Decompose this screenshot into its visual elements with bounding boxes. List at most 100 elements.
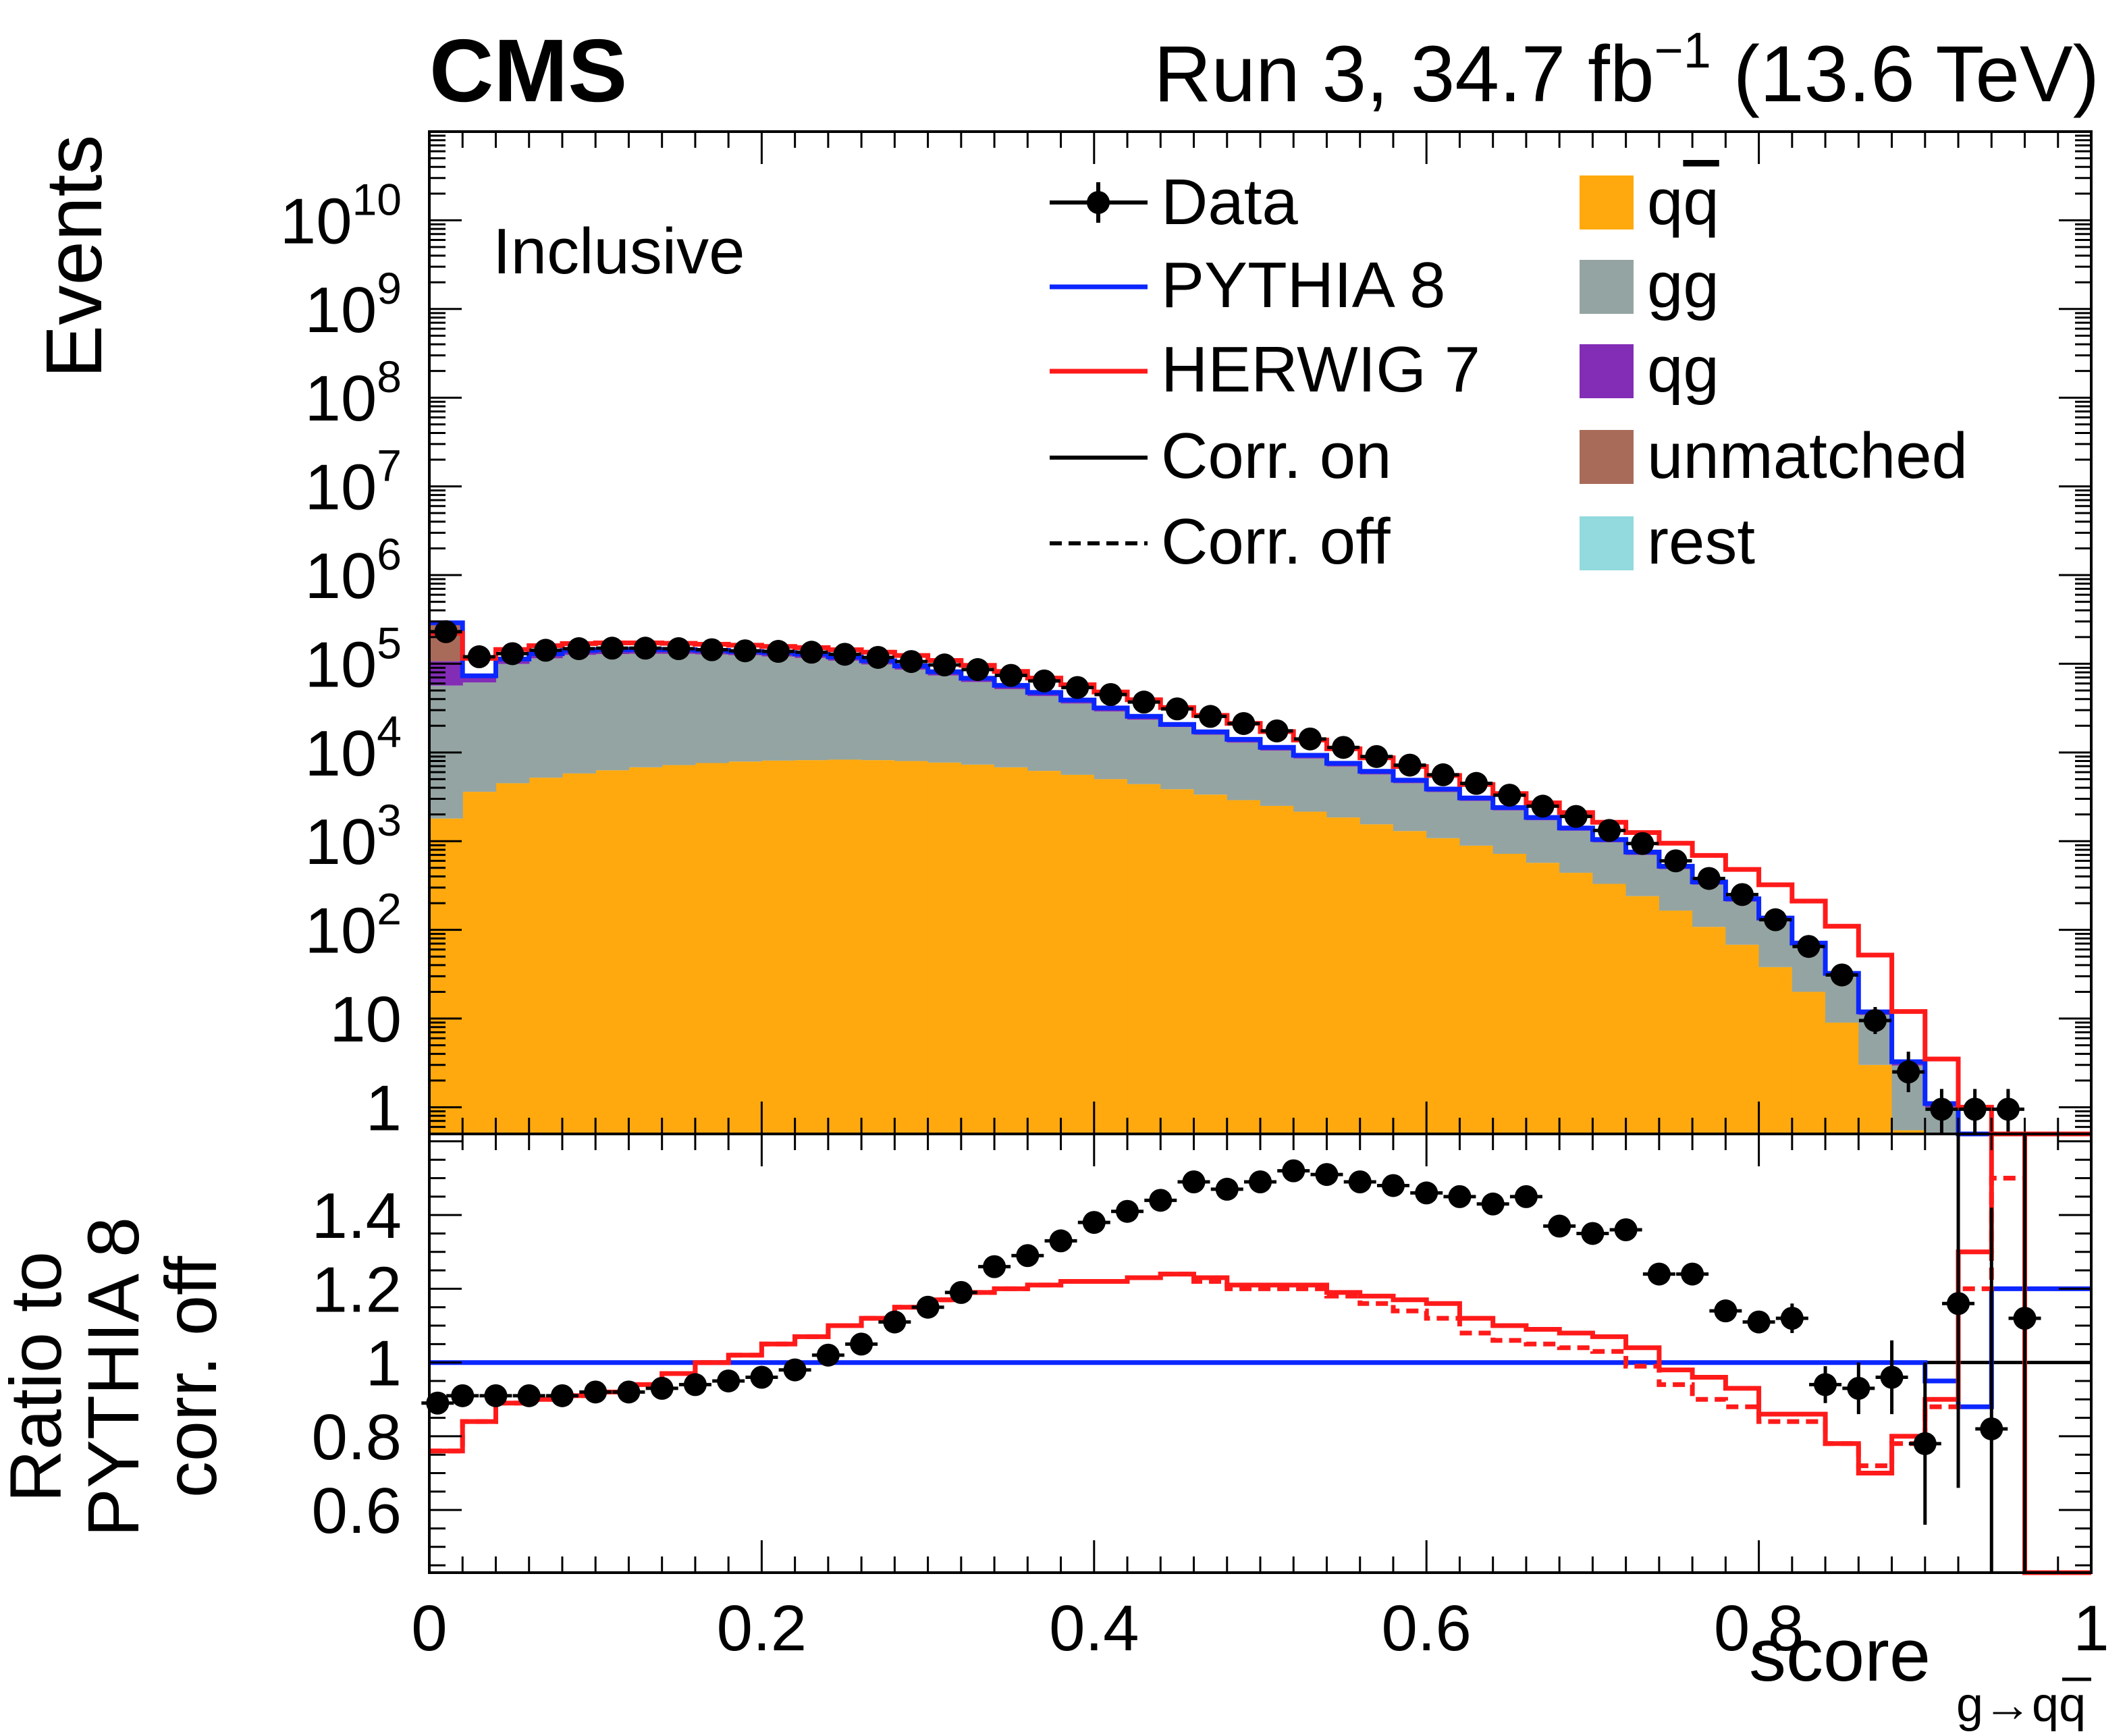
ratio-point-13 <box>845 1332 878 1356</box>
data-marker-44 <box>1897 1060 1920 1084</box>
bar-gg-38 <box>1692 884 1726 927</box>
data-point-21 <box>1127 690 1160 714</box>
ratio-marker-26 <box>1282 1159 1305 1183</box>
upper-y-tick-label-2: 102 <box>305 884 402 967</box>
ratio-marker-3 <box>517 1384 541 1407</box>
ratio-marker-22 <box>1149 1189 1173 1212</box>
data-marker-24 <box>1232 711 1256 735</box>
bar-qqbar-1 <box>462 792 497 1134</box>
data-marker-35 <box>1598 819 1621 842</box>
stack-layer <box>429 622 1959 1134</box>
bar-qqbar-7 <box>662 765 696 1134</box>
category-label: Inclusive <box>493 215 745 288</box>
bar-qqbar-4 <box>562 773 596 1134</box>
data-point-6 <box>629 636 662 660</box>
herwig-total-line <box>429 630 2091 1137</box>
ratio-marker-14 <box>883 1310 907 1334</box>
legend-entry-qg: qg <box>1580 333 1719 406</box>
stack-gg <box>429 653 1959 1134</box>
upper-y-tick-label-4: 104 <box>305 707 402 790</box>
legend-entry-rest: rest <box>1580 506 1755 578</box>
ratio-point-7 <box>645 1376 678 1400</box>
data-marker-6 <box>634 636 657 660</box>
bar-qqbar-22 <box>1160 789 1195 1134</box>
data-marker-0 <box>434 620 458 643</box>
data-point-20 <box>1094 682 1127 706</box>
data-marker-14 <box>899 650 923 674</box>
lower-y-tick-label-1: 0.8 <box>312 1401 402 1473</box>
legend-entry-pythia: PYTHIA 8 <box>1050 249 1446 321</box>
data-point-4 <box>562 637 595 661</box>
data-marker-23 <box>1199 705 1222 728</box>
bar-qqbar-37 <box>1659 911 1693 1134</box>
bar-qqbar-43 <box>1858 1064 1893 1134</box>
data-marker-20 <box>1099 682 1123 706</box>
ratio-marker-7 <box>650 1376 674 1400</box>
upper-y-tick-label-6: 106 <box>305 529 402 612</box>
ratio-point-33 <box>1509 1185 1542 1208</box>
data-point-15 <box>928 653 961 677</box>
ratio-point-25 <box>1244 1170 1276 1194</box>
ratio-point-17 <box>978 1255 1011 1278</box>
data-marker-46 <box>1963 1097 1987 1121</box>
ratio-point-27 <box>1310 1163 1343 1187</box>
bar-gg-32 <box>1492 810 1527 854</box>
x-tick-label-4: 0.8 <box>1714 1592 1804 1664</box>
data-marker-25 <box>1265 719 1289 742</box>
bar-qqbar-15 <box>927 762 962 1134</box>
ratio-marker-10 <box>750 1365 774 1389</box>
legend-entry-gg: gg <box>1580 249 1719 321</box>
ratio-point-11 <box>778 1358 811 1382</box>
data-point-12 <box>828 643 861 666</box>
ratio-marker-5 <box>584 1380 608 1404</box>
data-point-8 <box>695 638 728 661</box>
ratio-marker-6 <box>617 1380 641 1404</box>
legend-qqbar-bar-q: q <box>1683 166 1719 238</box>
bar-qqbar-44 <box>1891 1130 1926 1134</box>
bar-gg-14 <box>894 670 929 761</box>
ratio-point-21 <box>1111 1199 1144 1223</box>
data-marker-37 <box>1664 849 1688 873</box>
bar-qqbar-28 <box>1359 824 1394 1134</box>
bar-qqbar-30 <box>1426 838 1461 1134</box>
data-marker-39 <box>1730 883 1754 906</box>
data-marker-1 <box>467 645 491 669</box>
data-point-32 <box>1493 784 1526 807</box>
bar-qqbar-25 <box>1260 805 1294 1134</box>
ratio-title-line-1: Ratio to <box>0 1251 76 1502</box>
ratio-point-4 <box>545 1384 578 1407</box>
lumi-exponent: −1 <box>1654 22 1711 78</box>
bar-qqbar-33 <box>1526 863 1560 1134</box>
data-marker-15 <box>933 653 957 677</box>
ratio-point-2 <box>479 1384 512 1407</box>
bar-qqbar-34 <box>1559 873 1593 1134</box>
x-axis-title-subscript: g→qq <box>1956 1678 2086 1732</box>
svg-text:PYTHIA 8: PYTHIA 8 <box>1161 249 1446 321</box>
bar-qqbar-18 <box>1027 771 1062 1134</box>
bar-qqbar-3 <box>529 778 563 1134</box>
bar-qqbar-21 <box>1127 784 1161 1134</box>
data-marker-30 <box>1431 763 1455 786</box>
svg-text:gg: gg <box>1647 249 1719 321</box>
bar-qqbar-8 <box>695 763 729 1134</box>
bar-gg-3 <box>529 658 563 778</box>
legend-data-marker <box>1087 191 1110 214</box>
data-marker-36 <box>1631 832 1654 855</box>
bar-qqbar-42 <box>1825 1023 1859 1134</box>
ratio-marker-2 <box>484 1384 508 1407</box>
data-point-39 <box>1725 883 1758 906</box>
ratio-point-3 <box>512 1384 545 1407</box>
data-point-37 <box>1659 849 1692 873</box>
data-point-42 <box>1825 963 1858 987</box>
svg-text:qg: qg <box>1647 333 1719 406</box>
data-point-18 <box>1027 669 1060 693</box>
ratio-point-40 <box>1742 1310 1775 1334</box>
svg-text:Corr. on: Corr. on <box>1161 420 1391 492</box>
x-tick-label-1: 0.2 <box>717 1592 807 1664</box>
data-marker-13 <box>866 645 890 669</box>
bar-gg-7 <box>662 653 696 765</box>
ratio-point-15 <box>911 1295 944 1319</box>
bar-qqbar-40 <box>1758 967 1793 1134</box>
x-tick-label-0: 0 <box>411 1592 447 1664</box>
bar-qqbar-35 <box>1592 884 1627 1134</box>
